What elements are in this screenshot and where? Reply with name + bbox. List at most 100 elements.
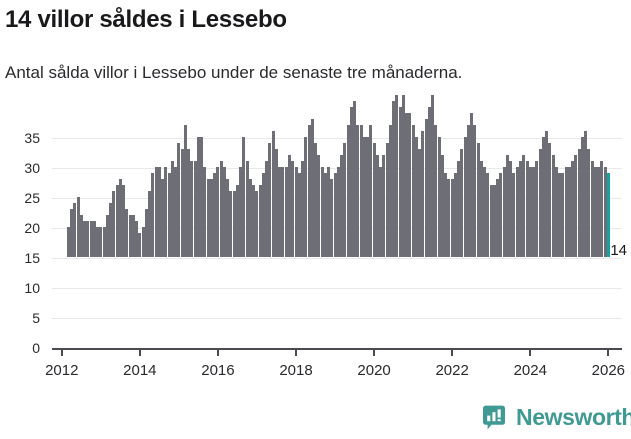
bar bbox=[258, 185, 262, 257]
bar bbox=[600, 161, 604, 257]
bar bbox=[333, 173, 337, 257]
bar bbox=[353, 101, 357, 257]
bar bbox=[281, 167, 285, 257]
bar bbox=[180, 149, 184, 257]
bar bbox=[310, 119, 314, 257]
bar bbox=[584, 131, 588, 257]
bar bbox=[424, 119, 428, 257]
bar bbox=[216, 167, 220, 257]
bar bbox=[232, 191, 236, 257]
bar bbox=[489, 185, 493, 257]
bar bbox=[580, 137, 584, 257]
bar bbox=[99, 227, 103, 257]
bar bbox=[245, 161, 249, 257]
bar bbox=[268, 143, 272, 257]
bar bbox=[505, 155, 509, 257]
bar bbox=[356, 125, 360, 257]
bar bbox=[278, 167, 282, 257]
bar bbox=[551, 155, 555, 257]
bar bbox=[255, 191, 259, 257]
bar bbox=[346, 125, 350, 257]
bar bbox=[359, 125, 363, 257]
bar bbox=[261, 173, 265, 257]
bar bbox=[603, 167, 607, 257]
bar bbox=[444, 173, 448, 257]
bar bbox=[483, 167, 487, 257]
x-axis-tick-label: 2024 bbox=[513, 362, 547, 379]
bar bbox=[463, 137, 467, 257]
bar bbox=[148, 191, 152, 257]
bar bbox=[131, 215, 135, 257]
bar bbox=[284, 167, 288, 257]
bar bbox=[301, 161, 304, 257]
bar bbox=[320, 167, 324, 257]
y-axis-tick-label: 5 bbox=[32, 310, 40, 326]
bar bbox=[340, 155, 344, 257]
bar bbox=[411, 125, 415, 257]
bar bbox=[548, 143, 552, 257]
bar bbox=[375, 155, 379, 257]
bar bbox=[343, 143, 347, 257]
bar bbox=[219, 161, 223, 257]
bar bbox=[385, 143, 389, 257]
bar-chart-bubble-icon bbox=[481, 405, 507, 431]
bar bbox=[366, 137, 370, 257]
bar bbox=[398, 107, 402, 257]
bar bbox=[512, 173, 516, 257]
bar bbox=[574, 155, 578, 257]
bar bbox=[405, 113, 409, 257]
bar bbox=[248, 179, 252, 257]
bar bbox=[102, 227, 106, 257]
bar bbox=[379, 167, 383, 257]
y-axis-tick-label: 25 bbox=[24, 190, 40, 206]
bar bbox=[388, 125, 392, 257]
bar bbox=[545, 131, 549, 257]
bar bbox=[213, 173, 217, 257]
x-axis-tick bbox=[138, 348, 141, 356]
bar bbox=[554, 167, 558, 257]
bar bbox=[593, 167, 597, 257]
bar bbox=[161, 179, 165, 257]
bar bbox=[327, 167, 331, 257]
x-axis-tick-label: 2014 bbox=[123, 362, 157, 379]
bar bbox=[274, 149, 278, 257]
y-axis-tick-label: 0 bbox=[32, 340, 40, 356]
bar bbox=[323, 173, 327, 257]
bar bbox=[414, 137, 418, 257]
bar bbox=[164, 167, 168, 257]
bar bbox=[226, 179, 230, 257]
x-axis-tick-label: 2016 bbox=[201, 362, 235, 379]
bar bbox=[314, 143, 318, 257]
bar bbox=[229, 191, 233, 257]
bar bbox=[177, 143, 181, 257]
bar-series bbox=[66, 95, 610, 257]
bar bbox=[118, 179, 122, 257]
bar bbox=[392, 101, 396, 257]
x-axis-tick-label: 2018 bbox=[279, 362, 313, 379]
bar bbox=[297, 173, 301, 257]
bar bbox=[330, 179, 334, 257]
bar bbox=[200, 137, 204, 257]
bar bbox=[457, 161, 461, 257]
bar bbox=[291, 161, 295, 257]
bar bbox=[151, 173, 155, 257]
bar bbox=[486, 173, 490, 257]
bar bbox=[408, 113, 412, 257]
y-axis-tick-label: 30 bbox=[24, 160, 40, 176]
bar bbox=[532, 167, 535, 257]
bar bbox=[141, 227, 145, 257]
bar bbox=[128, 215, 132, 257]
bar bbox=[476, 143, 480, 257]
bar bbox=[336, 167, 340, 257]
bar bbox=[522, 155, 526, 257]
bar bbox=[242, 137, 246, 257]
bar bbox=[304, 137, 308, 257]
bar bbox=[235, 185, 239, 257]
newsworthy-logo: Newsworthy bbox=[481, 404, 631, 431]
page-title: 14 villor såldes i Lessebo bbox=[5, 6, 287, 33]
bar bbox=[558, 173, 562, 257]
chart-subtitle: Antal sålda villor i Lessebo under de se… bbox=[5, 63, 463, 82]
bar bbox=[265, 161, 269, 257]
y-axis-tick-label: 10 bbox=[24, 280, 40, 296]
